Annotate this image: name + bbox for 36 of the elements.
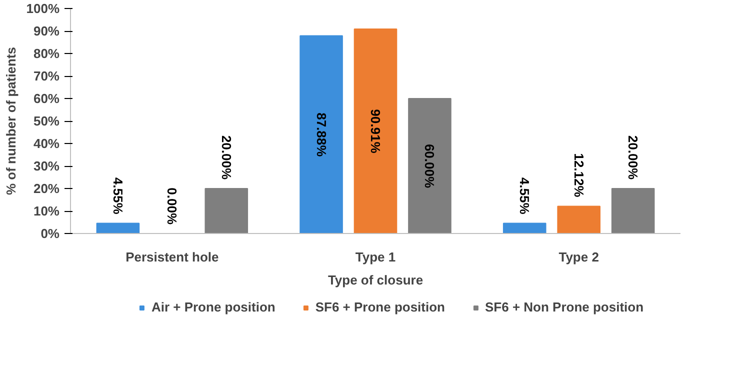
data-label: 20.00% <box>218 135 234 180</box>
data-label: 0.00% <box>164 188 180 225</box>
y-tick-label: 10% <box>33 204 60 218</box>
data-label: 4.55% <box>517 177 532 215</box>
y-tick-label: 30% <box>33 158 60 174</box>
x-tick-label: Type 2 <box>558 250 599 264</box>
bar <box>408 98 452 234</box>
data-label: 87.88% <box>314 112 329 158</box>
bar <box>557 206 600 234</box>
y-tick-label: 70% <box>33 68 60 84</box>
y-tick-label: 20% <box>33 181 60 196</box>
y-axis-title: % of number of patients <box>3 46 18 196</box>
y-tick-label: 90% <box>33 24 60 38</box>
data-label: 4.55% <box>110 177 126 215</box>
y-tick-label: 40% <box>33 136 60 151</box>
bar <box>611 188 655 234</box>
bar <box>354 28 398 234</box>
x-tick-label: Type 1 <box>355 250 396 264</box>
legend-label: SF6 + Prone position <box>315 300 445 314</box>
y-tick-label: 60% <box>33 91 60 106</box>
bar <box>300 35 343 234</box>
data-label: 90.91% <box>368 109 383 154</box>
data-label: 60.00% <box>422 144 438 188</box>
x-axis-title: Type of closure <box>328 272 424 288</box>
bar <box>96 222 140 234</box>
legend-label: SF6 + Non Prone position <box>485 300 644 314</box>
bar <box>204 188 248 234</box>
legend-label: Air + Prone position <box>151 300 276 314</box>
bar <box>502 222 546 234</box>
y-tick-label: 80% <box>33 46 60 61</box>
data-label: 20.00% <box>626 135 641 180</box>
x-tick-label: Persistent hole <box>126 250 219 264</box>
data-label: 12.12% <box>571 153 586 198</box>
y-tick-label: 100% <box>26 1 60 16</box>
y-tick-label: 50% <box>33 114 60 128</box>
y-tick-label: 0% <box>40 226 60 241</box>
